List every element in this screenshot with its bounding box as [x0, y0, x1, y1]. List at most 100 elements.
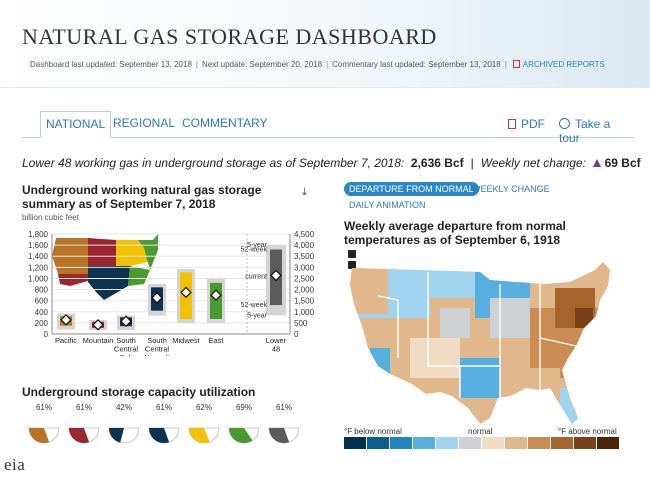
header-banner: NATURAL GAS STORAGE DASHBOARD Dashboard … — [0, 0, 650, 88]
x-tick-label: Pacific — [55, 336, 77, 345]
range-label: 5-year — [247, 312, 268, 319]
gauge-fill — [189, 428, 210, 444]
gauge-fill — [109, 428, 124, 443]
pdf-button[interactable]: PDF — [508, 117, 545, 131]
y-tick-right: 2,000 — [294, 286, 315, 295]
arrow-up-icon — [592, 159, 601, 167]
utilization-label: 62% — [196, 403, 212, 412]
legend-swatch — [551, 437, 573, 449]
main-tabs: NATIONAL REGIONAL COMMENTARY PDF Take a … — [22, 111, 634, 145]
legend-swatch — [344, 437, 366, 449]
storage-summary: Lower 48 working gas in underground stor… — [22, 156, 641, 170]
summary-text: Lower 48 working gas in underground stor… — [22, 156, 405, 170]
x-tick-label: 48 — [272, 345, 280, 354]
y-tick-right: 1,500 — [294, 297, 315, 306]
y-tick-left: 1,400 — [28, 252, 49, 261]
y-tick-right: 4,000 — [294, 241, 315, 250]
us-regions-map — [52, 234, 158, 300]
storage-chart-units: billion cubic feet — [22, 213, 79, 222]
x-tick-label: Midwest — [172, 336, 200, 345]
y-tick-right: 4,500 — [294, 230, 315, 239]
update-info: Dashboard last updated: September 13, 20… — [30, 60, 605, 69]
fifty-two-week-range-bar — [210, 282, 222, 319]
x-tick-label: Salt — [120, 353, 134, 356]
legend-below-normal: °F below normal — [344, 427, 402, 436]
tab-national[interactable]: NATIONAL — [40, 111, 112, 138]
y-tick-left: 1,000 — [28, 274, 49, 283]
y-tick-left: 400 — [35, 308, 49, 317]
zoom-in-button[interactable] — [348, 250, 356, 258]
legend-swatch — [574, 437, 596, 449]
pdf-icon — [512, 60, 520, 68]
next-update: Next update: September 20, 2018 — [201, 60, 323, 69]
take-tour-label: Take a tour — [559, 117, 611, 145]
current-marker — [270, 269, 282, 282]
legend-swatch — [482, 437, 504, 449]
mode-departure-from-normal[interactable]: DEPARTURE FROM NORMAL — [344, 182, 479, 196]
map-title: Weekly average departure from normal tem… — [344, 219, 566, 247]
y-tick-left: 0 — [44, 330, 49, 339]
y-tick-right: 1,000 — [294, 308, 315, 317]
current-marker — [151, 292, 163, 304]
gauge-fill — [269, 428, 290, 443]
y-tick-left: 1,200 — [28, 263, 49, 272]
current-marker — [180, 286, 192, 299]
x-tick-label: South — [147, 336, 167, 345]
storage-chart-title: Underground working natural gas storage … — [22, 183, 262, 211]
y-tick-left: 1,600 — [28, 241, 49, 250]
commentary-updated: Commentary last updated: September 13, 2… — [332, 60, 501, 69]
eia-logo: eia — [4, 455, 26, 474]
pdf-icon — [508, 119, 516, 129]
legend-swatch — [459, 437, 481, 449]
tab-regional[interactable]: REGIONAL — [113, 116, 176, 130]
utilization-title: Underground storage capacity utilization — [22, 385, 256, 399]
utilization-label: 61% — [156, 403, 172, 412]
mode-daily-animation[interactable]: DAILY ANIMATION — [349, 200, 426, 210]
archived-reports-link[interactable]: ARCHIVED REPORTS — [522, 60, 605, 69]
legend-swatch — [413, 437, 435, 449]
temperature-map[interactable] — [340, 248, 636, 448]
y-tick-left: 600 — [35, 297, 49, 306]
x-tick-label: Nonsalt — [144, 353, 170, 356]
y-tick-right: 3,500 — [294, 252, 315, 261]
download-icon[interactable]: ⤓ — [302, 186, 307, 198]
x-tick-label: South — [116, 336, 136, 345]
y-tick-right: 500 — [294, 319, 308, 328]
current-marker — [210, 289, 222, 301]
range-label: 5-year — [247, 242, 268, 249]
utilization-label: 69% — [236, 403, 252, 412]
x-tick-label: East — [208, 336, 224, 345]
map-regions — [350, 262, 610, 424]
utilization-label: 42% — [116, 403, 132, 412]
utilization-label: 61% — [276, 403, 292, 412]
legend-swatch — [597, 437, 619, 449]
compass-icon — [559, 118, 570, 129]
take-tour-button[interactable]: Take a tour — [559, 117, 634, 145]
region-boundaries — [377, 272, 577, 398]
tab-commentary[interactable]: COMMENTARY — [182, 116, 268, 130]
utilization-label: 61% — [36, 403, 52, 412]
gauge-fill — [29, 428, 50, 443]
mode-weekly-change[interactable]: WEEKLY CHANGE — [472, 184, 550, 194]
current-marker — [120, 315, 132, 328]
utilization-chart: 61% 61% 42% 61% 62% 69% 61% — [28, 403, 300, 444]
x-tick-label: Central — [145, 345, 170, 354]
x-tick-label: Mountain — [83, 336, 114, 345]
x-tick-label: Central — [114, 345, 139, 354]
range-label: 52-week — [241, 247, 268, 254]
current-marker — [92, 319, 104, 331]
gauge-fill — [229, 428, 253, 444]
legend-swatch — [436, 437, 458, 449]
legend-swatch — [505, 437, 527, 449]
y-tick-left: 200 — [35, 319, 49, 328]
legend-above-normal: °F above normal — [558, 427, 617, 436]
legend-normal: normal — [468, 427, 493, 436]
x-tick-label: Lower — [266, 336, 287, 345]
storage-chart: 0 200 400 600 800 1,000 1,200 1,400 1,600 1,800 0 5… — [28, 230, 315, 356]
page-title: NATURAL GAS STORAGE DASHBOARD — [22, 24, 437, 49]
temperature-legend — [344, 437, 619, 449]
y-tick-left: 800 — [35, 286, 49, 295]
current-marker — [60, 314, 72, 326]
y-tick-right: 3,000 — [294, 263, 315, 272]
zoom-out-button[interactable] — [348, 261, 356, 269]
